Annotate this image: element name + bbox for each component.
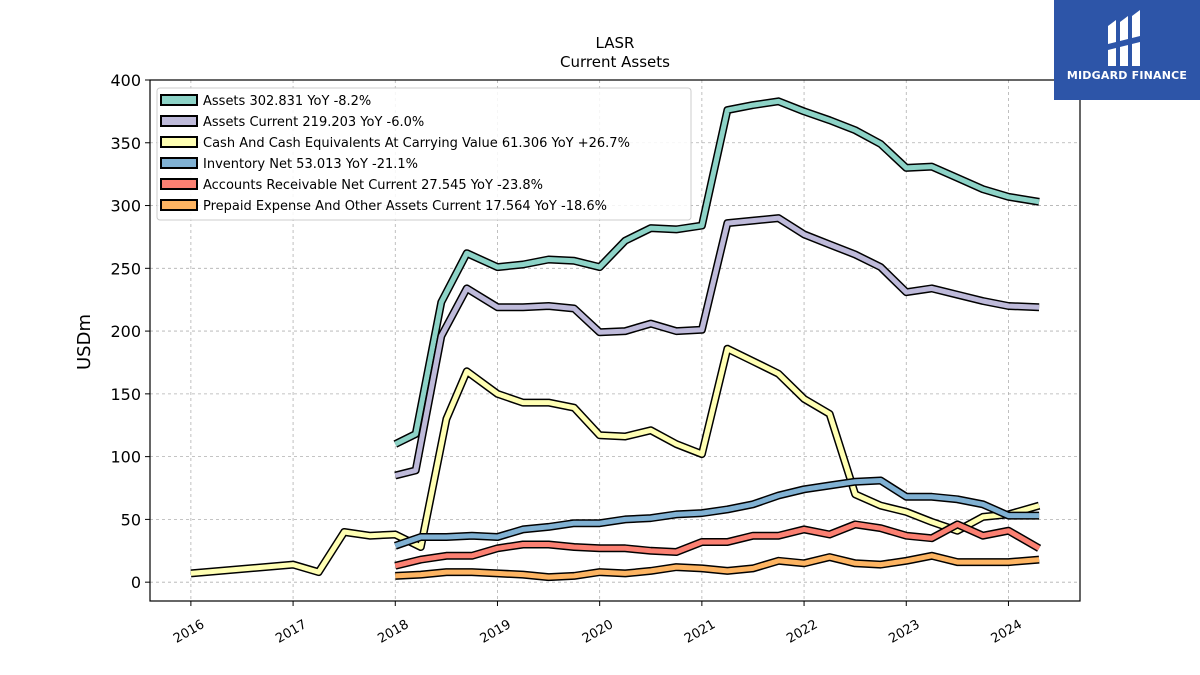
series-line-0	[394, 98, 1040, 447]
legend-swatch-3	[160, 157, 198, 169]
legend-box	[156, 87, 692, 221]
series-layer	[190, 97, 1042, 582]
x-tick-label: 2017	[273, 617, 309, 647]
x-tick-label: 2024	[989, 617, 1025, 647]
series-line-4	[394, 521, 1041, 569]
x-tick-label: 2019	[478, 617, 514, 647]
brand-name: MIDGARD FINANCE	[1066, 69, 1188, 82]
legend-swatch-0	[160, 94, 198, 106]
y-tick-label: 200	[110, 322, 141, 341]
legend-label-0[interactable]: Assets 302.831 YoY -8.2%	[203, 94, 371, 109]
brand-logo-icon	[1108, 10, 1140, 66]
brand-logo: MIDGARD FINANCE	[1054, 0, 1200, 100]
legend-label-2[interactable]: Cash And Cash Equivalents At Carrying Va…	[203, 136, 630, 151]
chart-title: LASR	[596, 34, 635, 52]
legend-label-4[interactable]: Accounts Receivable Net Current 27.545 Y…	[203, 178, 543, 193]
series-line-3	[394, 478, 1040, 549]
legend-swatch-2	[160, 136, 198, 148]
chart-subtitle: Current Assets	[560, 53, 670, 71]
x-tick-label: 2021	[682, 617, 718, 647]
x-tick-label: 2018	[375, 617, 411, 647]
x-tick-label: 2023	[886, 617, 922, 647]
y-tick-label: 150	[110, 385, 141, 404]
x-tick-label: 2020	[580, 617, 616, 647]
legend-label-5[interactable]: Prepaid Expense And Other Assets Current…	[203, 199, 607, 214]
y-tick-label: 400	[110, 71, 141, 90]
series-line-1	[394, 215, 1040, 478]
legend[interactable]: Assets 302.831 YoY -8.2% Assets Current 2…	[156, 87, 692, 221]
y-axis-label: USDm	[74, 314, 95, 370]
x-tick-label: 2022	[784, 617, 820, 647]
series-line-2	[190, 346, 1040, 576]
y-tick-label: 350	[110, 134, 141, 153]
series-line-5	[395, 553, 1040, 580]
y-tick-label: 100	[110, 448, 141, 467]
y-tick-label: 0	[131, 573, 141, 592]
plot-frame	[149, 79, 1081, 602]
y-tick-label: 50	[121, 510, 141, 529]
y-tick-label: 300	[110, 197, 141, 216]
x-tick-label: 2016	[171, 617, 207, 647]
legend-swatch-5	[160, 199, 198, 211]
legend-label-1[interactable]: Assets Current 219.203 YoY -6.0%	[203, 115, 424, 130]
legend-label-3[interactable]: Inventory Net 53.013 YoY -21.1%	[203, 157, 418, 172]
y-tick-label: 250	[110, 259, 141, 278]
legend-swatch-4	[160, 178, 198, 190]
legend-swatch-1	[160, 115, 198, 127]
